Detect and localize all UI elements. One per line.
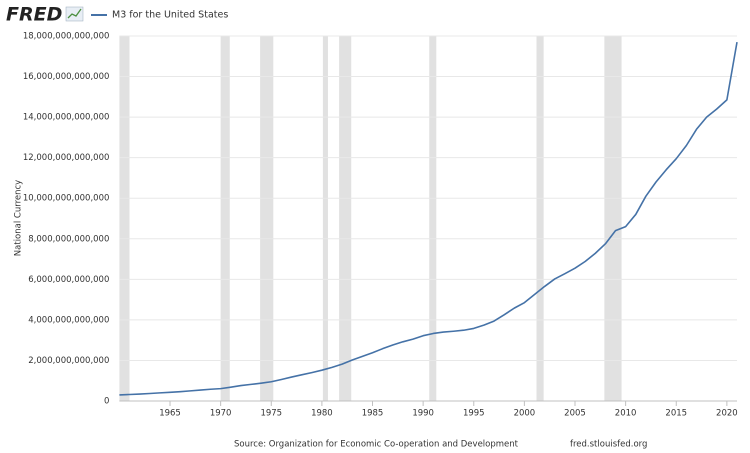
x-tick-label: 1995 [463,409,485,419]
recession-band [339,36,352,401]
x-tick-label: 1985 [362,409,384,419]
x-tick-label: 2005 [564,409,586,419]
x-tick-label: 1980 [311,409,333,419]
x-tick-label: 2015 [665,409,687,419]
legend-label: M3 for the United States [112,10,228,21]
recession-band [220,36,230,401]
recession-band [119,36,130,401]
y-tick-label: 0 [104,397,109,407]
x-tick-label: 1975 [260,409,282,419]
logo-icon [65,6,84,22]
y-tick-label: 16,000,000,000,000 [23,72,110,82]
y-tick-label: 2,000,000,000,000 [28,356,109,366]
y-tick-label: 18,000,000,000,000 [23,32,110,42]
x-tick-label: 2000 [514,409,536,419]
recession-band [260,36,274,401]
source-note: Source: Organization for Economic Co-ope… [234,440,519,450]
recession-band [536,36,544,401]
x-tick-label: 2020 [716,409,738,419]
y-tick-label: 4,000,000,000,000 [28,315,109,325]
y-tick-label: 14,000,000,000,000 [23,113,110,123]
y-axis-label: National Currency [14,180,24,256]
recession-band [322,36,328,401]
recession-band [604,36,622,401]
y-tick-label: 10,000,000,000,000 [23,194,110,204]
site-url: fred.stlouisfed.org [570,440,647,450]
series-line [119,41,738,396]
recession-band [429,36,437,401]
x-tick-label: 1990 [412,409,434,419]
y-tick-label: 12,000,000,000,000 [23,153,110,163]
y-tick-label: 8,000,000,000,000 [28,234,109,244]
x-tick-label: 1965 [159,409,181,419]
x-tick-label: 1970 [210,409,232,419]
brand-logo: FRED [6,4,62,26]
y-tick-label: 6,000,000,000,000 [28,275,109,285]
plot-area: 0 2,000,000,000,000 4,000,000,000,000 6,000… [23,32,738,419]
x-tick-label: 2010 [615,409,637,419]
